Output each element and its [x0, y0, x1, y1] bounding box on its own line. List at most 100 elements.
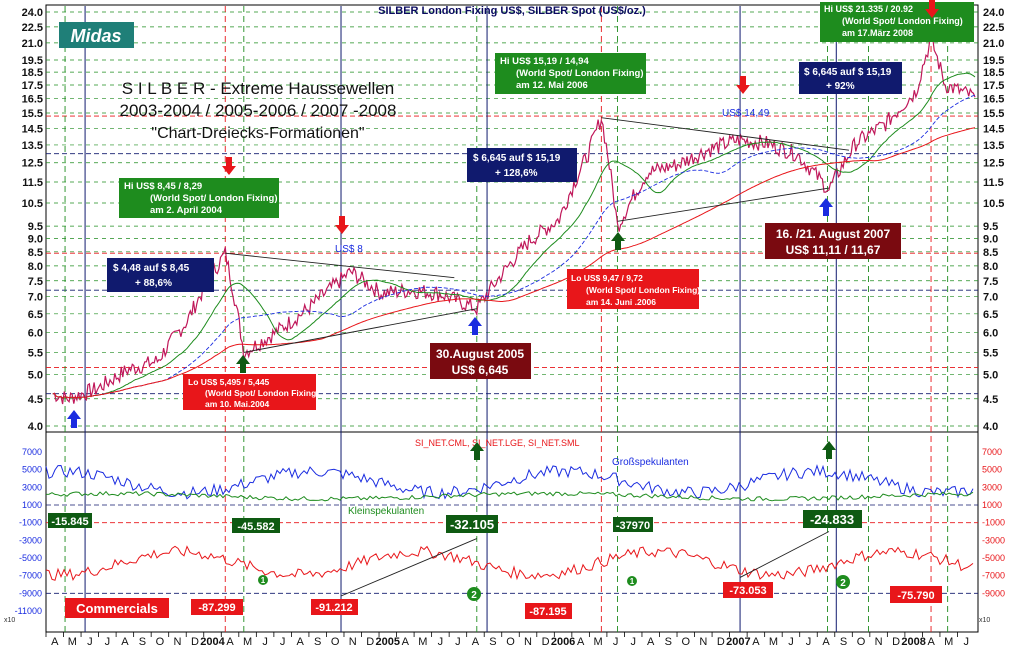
- price-tick-label: 8.0: [28, 261, 43, 273]
- price-axis-left: 24.0 22.5 21.0 19.518.517.5 16.5 15.5 14.5 13.5…: [22, 7, 43, 433]
- svg-text:-87.299: -87.299: [198, 602, 235, 614]
- triangle-trendline: [617, 187, 830, 222]
- month-label: J: [87, 636, 93, 648]
- price-tick-label: 18.5: [22, 67, 43, 79]
- svg-text:US$ 11,11 / 11,67: US$ 11,11 / 11,67: [786, 243, 881, 257]
- month-label: S: [489, 636, 496, 648]
- triangle-trendline: [225, 252, 455, 279]
- price-tick-label: 4.5: [983, 394, 998, 406]
- price-tick-label: 5.5: [983, 347, 998, 359]
- month-label: M: [769, 636, 778, 648]
- svg-text:(World Spot/ London Fixing): (World Spot/ London Fixing): [516, 68, 644, 79]
- price-tick-label: 7.0: [983, 292, 998, 304]
- triangle-trendline: [243, 308, 477, 353]
- month-label: O: [156, 636, 165, 648]
- price-tick-label: 21.0: [22, 38, 43, 50]
- price-tick-label: 16.5: [983, 94, 1004, 106]
- price-tick-label: 6.5: [983, 309, 998, 321]
- chart-title: SILBER London Fixing US$, SILBER Spot (U…: [378, 5, 646, 17]
- cot-tick-label: -1000: [982, 518, 1005, 528]
- svg-text:$ 6,645 auf $ 15,19: $ 6,645 auf $ 15,19: [804, 67, 892, 78]
- price-tick-label: 9.0: [983, 234, 998, 246]
- price-tick-label: 7.5: [28, 276, 43, 288]
- price-tick-label: 6.0: [28, 327, 43, 339]
- price-tick-label: 10.5: [22, 198, 43, 210]
- price-tick-label: 22.5: [22, 22, 43, 34]
- month-label: S: [840, 636, 847, 648]
- cot-label-r5: -75.790: [890, 586, 942, 603]
- month-label: O: [857, 636, 866, 648]
- svg-text:(World Spot/ London Fixing): (World Spot/ London Fixing): [586, 285, 700, 295]
- month-label: J: [280, 636, 286, 648]
- price-tick-label: 19.5: [983, 55, 1004, 67]
- month-label: J: [455, 636, 461, 648]
- svg-text:30.August 2005: 30.August 2005: [436, 347, 524, 361]
- cot-trendline: [340, 538, 477, 597]
- price-tick-label: 15.5: [983, 108, 1004, 120]
- month-label: O: [506, 636, 515, 648]
- cot-label-g4: -37970: [613, 517, 653, 532]
- month-label: A: [402, 636, 410, 648]
- month-label: 2004: [200, 636, 225, 648]
- price-tick-label: 7.0: [28, 292, 43, 304]
- cot-small-speculators: [45, 490, 974, 502]
- move-2006-box: $ 6,645 auf $ 15,19 + 128,6%: [467, 148, 577, 182]
- lo-2004-box: Lo US$ 5,495 / 5,445 (World Spot/ London…: [183, 374, 319, 410]
- commercials-label: Commercials: [65, 598, 169, 618]
- plot-frame: [45, 4, 979, 633]
- cot-label-r2: -91.212: [311, 599, 358, 615]
- up-arrow-icon: [611, 232, 625, 250]
- label-usd1449: US$ 14,49: [722, 108, 770, 119]
- svg-text:Hi US$ 8,45 / 8,29: Hi US$ 8,45 / 8,29: [124, 181, 202, 192]
- month-label: N: [699, 636, 707, 648]
- cot-panel: [45, 464, 974, 597]
- cot-label-r3: -87.195: [525, 603, 572, 619]
- month-label: N: [349, 636, 357, 648]
- cot-label-g3: -32.105: [446, 515, 498, 533]
- signal-arrows: [67, 0, 939, 460]
- price-tick-label: 24.0: [22, 7, 43, 19]
- month-label: D: [892, 636, 900, 648]
- svg-text:am 12. Mai 2006: am 12. Mai 2006: [516, 80, 588, 91]
- month-label: M: [944, 636, 953, 648]
- price-tick-label: 4.5: [28, 394, 43, 406]
- circle-marker-2: 2: [467, 587, 481, 601]
- svg-text:-32.105: -32.105: [450, 517, 494, 532]
- headline-3: "Chart-Dreiecks-Formationen": [151, 125, 364, 142]
- svg-text:-45.582: -45.582: [237, 521, 274, 533]
- svg-text:2: 2: [471, 590, 477, 601]
- cot-tick-label: 5000: [22, 465, 42, 475]
- svg-text:1: 1: [261, 576, 266, 585]
- month-label: S: [314, 636, 321, 648]
- klein-label: Kleinspekulanten: [348, 506, 424, 517]
- cot-tick-label: 3000: [22, 482, 42, 492]
- circle-marker-4: 2: [836, 575, 850, 589]
- moving-average-long: [52, 127, 976, 399]
- cot-commercials: [45, 545, 974, 582]
- month-label: J: [806, 636, 812, 648]
- up-arrow-icon: [822, 441, 836, 459]
- month-label: S: [665, 636, 672, 648]
- month-label: A: [577, 636, 585, 648]
- svg-text:Commercials: Commercials: [76, 601, 158, 616]
- price-tick-label: 10.5: [983, 198, 1004, 210]
- svg-text:-37970: -37970: [616, 520, 650, 532]
- price-tick-label: 24.0: [983, 7, 1004, 19]
- price-tick-label: 17.5: [983, 80, 1004, 92]
- svg-text:16. /21. August 2007: 16. /21. August 2007: [776, 227, 891, 241]
- up-arrow-icon: [468, 317, 482, 335]
- down-arrow-icon: [335, 216, 349, 234]
- month-label: 2006: [551, 636, 575, 648]
- down-arrow-icon: [925, 0, 939, 18]
- month-label: N: [173, 636, 181, 648]
- svg-text:am 10. Mai.2004: am 10. Mai.2004: [205, 399, 270, 409]
- aug-2007-box: 16. /21. August 2007 US$ 11,11 / 11,67: [765, 223, 901, 259]
- up-arrow-icon: [470, 442, 484, 460]
- cot-label-g5: -24.833: [803, 510, 862, 528]
- month-label: A: [51, 636, 59, 648]
- month-label: N: [875, 636, 883, 648]
- cot-tick-label: -3000: [982, 535, 1005, 545]
- svg-text:+ 128,6%: + 128,6%: [495, 168, 538, 179]
- price-tick-label: 8.5: [983, 247, 998, 259]
- price-tick-label: 18.5: [983, 67, 1004, 79]
